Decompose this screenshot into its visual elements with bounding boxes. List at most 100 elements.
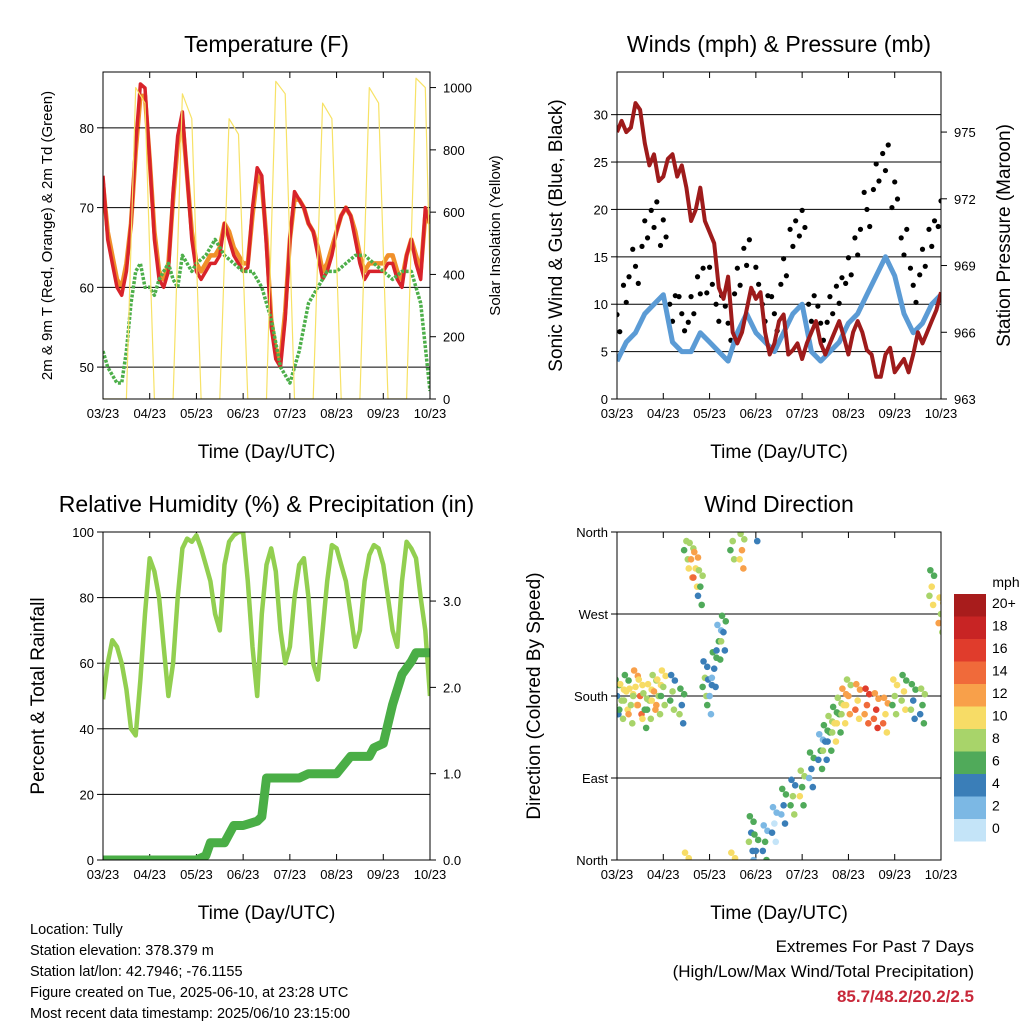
gust-point [926, 226, 932, 232]
gust-point [737, 282, 743, 288]
gust-point [778, 281, 784, 287]
x-tick-label: 09/23 [878, 406, 911, 421]
gust-point [815, 303, 821, 309]
y-tick-label: West [579, 607, 609, 622]
direction-point [628, 720, 636, 727]
direction-point [712, 683, 719, 691]
direction-point [679, 720, 687, 727]
gust-point [700, 265, 706, 271]
gust-point [889, 204, 895, 211]
legend-swatch [954, 594, 986, 617]
direction-point [788, 776, 795, 784]
direction-point [939, 629, 941, 636]
gust-point [623, 299, 629, 305]
legend-label: 4 [992, 775, 1000, 791]
direction-point [891, 692, 899, 700]
direction-point [847, 681, 855, 689]
gust-point [938, 198, 941, 204]
gust-point [746, 237, 752, 243]
y-tick-right-label: 966 [954, 325, 976, 340]
direction-point [650, 688, 658, 695]
panel-4: Wind Direction Time (Day/UTC) Direction (C… [524, 491, 957, 924]
legend-swatch [954, 774, 986, 797]
series-precip [103, 648, 430, 860]
gust-point [768, 294, 775, 300]
gust-point [848, 272, 854, 278]
direction-point [720, 628, 727, 636]
y-tick-right-label: 1.0 [443, 767, 461, 782]
legend-swatch [954, 796, 986, 819]
x-tick-label: 09/23 [367, 406, 400, 421]
x-tick-label: 06/23 [740, 406, 773, 421]
gust-point [910, 282, 916, 288]
extremes-summary: Extremes For Past 7 Days (High/Low/Max W… [673, 934, 974, 1009]
direction-point [708, 674, 716, 682]
direction-point [630, 667, 638, 674]
panel-2: Winds (mph) & Pressure (mb) Time (Day/UTC… [546, 31, 1015, 463]
direction-point [800, 802, 807, 809]
legend-swatch [954, 819, 986, 842]
legend-label: 18 [992, 618, 1008, 634]
legend-label: 16 [992, 640, 1008, 656]
y-axis-right-label: Solar Insolation (Yellow) [487, 155, 504, 315]
legend-label: 2 [992, 798, 1000, 814]
direction-point [694, 554, 702, 561]
direction-point [703, 701, 711, 709]
direction-point [640, 689, 647, 697]
direction-point [862, 685, 869, 693]
y-axis-label: Percent & Total Rainfall [28, 597, 49, 794]
direction-point [740, 565, 747, 572]
direction-point [921, 690, 929, 698]
x-tick-label: 09/23 [367, 867, 400, 882]
gust-point [741, 245, 747, 251]
gust-point [882, 167, 889, 174]
gust-point [929, 243, 935, 249]
direction-point [707, 710, 715, 718]
y-tick-right-label: 2.0 [443, 680, 461, 695]
direction-point [861, 710, 868, 718]
gust-point [744, 262, 750, 268]
gust-point [904, 226, 910, 232]
gust-point [635, 280, 641, 286]
gust-point [660, 217, 666, 223]
y-tick-label: North [576, 853, 608, 868]
direction-point [678, 701, 686, 709]
x-tick-label: 07/23 [274, 867, 307, 882]
y-tick-right-label: 400 [443, 267, 465, 282]
direction-point [790, 811, 798, 818]
direction-point [882, 710, 889, 718]
direction-point [750, 856, 757, 860]
direction-point [761, 838, 769, 846]
y-axis-label: Sonic Wind & Gust (Blue, Black) [546, 99, 567, 371]
gust-point [892, 179, 898, 185]
legend-label: 12 [992, 685, 1008, 701]
direction-point [874, 724, 881, 732]
figure-created: Figure created on Tue, 2025-06-10, at 23… [30, 985, 349, 1001]
gust-point [642, 218, 648, 224]
direction-point [717, 638, 725, 645]
direction-point [819, 747, 827, 754]
direction-point [713, 647, 720, 654]
gust-point [685, 319, 691, 325]
direction-point [927, 566, 934, 574]
direction-point [879, 720, 887, 727]
series-direction [617, 532, 941, 860]
direction-point [687, 556, 695, 563]
direction-point [899, 671, 906, 679]
direction-point [782, 791, 790, 798]
direction-point [908, 680, 916, 688]
direction-point [754, 836, 762, 844]
gust-point [873, 161, 879, 167]
y-axis-right-label: Station Pressure (Maroon) [994, 124, 1015, 347]
legend-label: 14 [992, 663, 1008, 679]
panel-3: Relative Humidity (%) & Precipitation (i… [28, 491, 474, 924]
x-tick-label: 05/23 [693, 406, 726, 421]
gust-point [880, 150, 886, 157]
station-elevation: Station elevation: 378.379 m [30, 943, 214, 959]
gust-point [898, 235, 904, 241]
x-tick-label: 08/23 [832, 406, 865, 421]
direction-point [880, 694, 888, 702]
panel-title: Temperature (F) [184, 31, 349, 57]
direction-point [902, 706, 909, 713]
direction-point [649, 671, 656, 679]
